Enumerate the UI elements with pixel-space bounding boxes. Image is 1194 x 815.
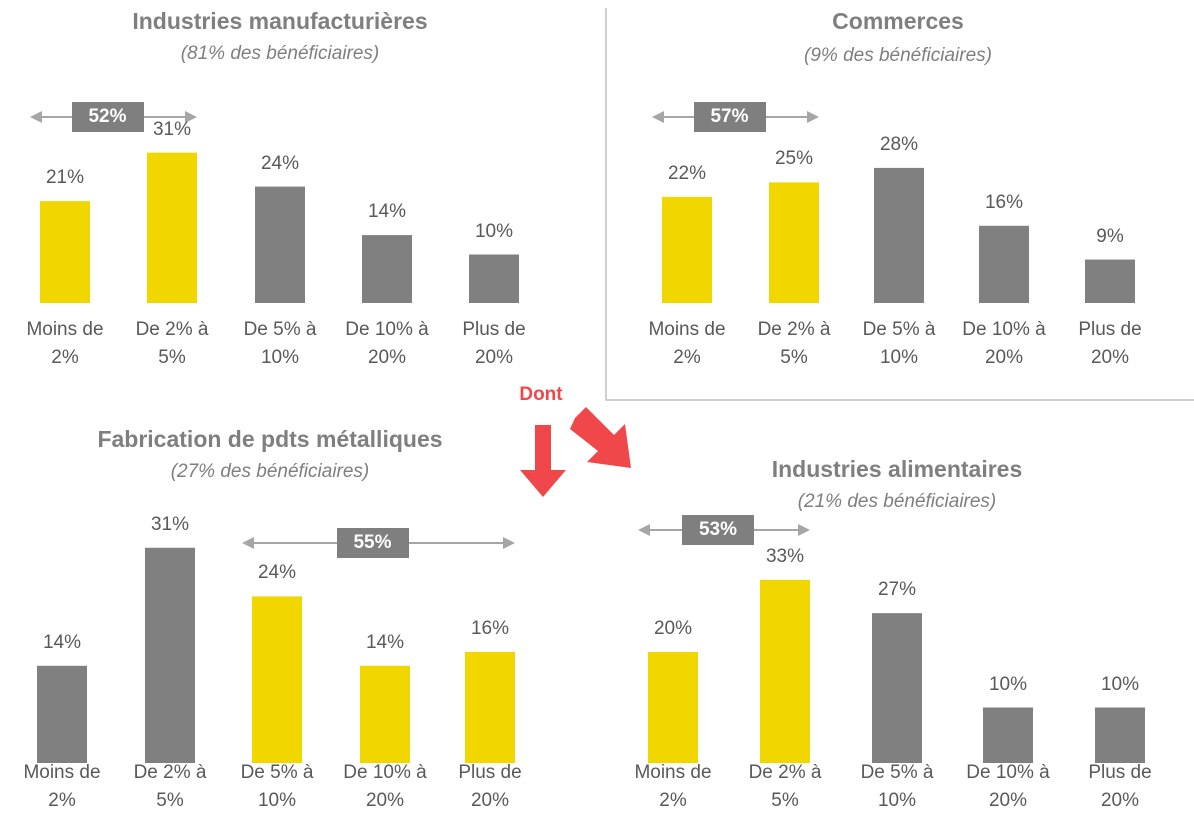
bar: [769, 182, 819, 303]
value-label: 10%: [988, 673, 1028, 695]
x-tick-label: De 10% à 20%: [345, 319, 429, 368]
arrow-head: [503, 537, 515, 549]
bar: [145, 547, 195, 763]
x-tick-label: Moins de 2%: [26, 319, 104, 368]
x-tick-label: Moins de 2%: [648, 319, 726, 368]
value-label: 9%: [1096, 225, 1124, 247]
bar: [760, 579, 810, 763]
x-tick-label: De 2% à 5%: [757, 319, 831, 368]
chart-subtitle: (27% des bénéficiaires): [170, 461, 370, 482]
x-tick-label: De 5% à 10%: [862, 319, 936, 368]
x-tick-label: De 5% à 10%: [243, 319, 317, 368]
value-label: 21%: [45, 167, 85, 189]
value-label: 27%: [877, 579, 917, 601]
x-tick-label: Moins de 2%: [634, 762, 712, 811]
x-tick-label: Plus de 20%: [1078, 319, 1142, 368]
arrow-head: [807, 111, 819, 123]
bar: [1095, 707, 1145, 763]
x-tick-label: De 10% à 20%: [343, 762, 427, 811]
x-tick-label: De 2% à 5%: [133, 762, 207, 811]
bracket-label: 53%: [682, 515, 754, 545]
bracket-label: 52%: [71, 102, 144, 132]
value-label: 33%: [765, 545, 805, 567]
x-tick-label: Moins de 2%: [23, 762, 101, 811]
value-label: 16%: [984, 191, 1024, 213]
diagonal-arrow: [570, 407, 631, 468]
value-label: 24%: [260, 152, 300, 174]
arrow-head: [185, 111, 197, 123]
bar: [465, 651, 515, 763]
value-label: 10%: [1100, 673, 1140, 695]
chart-title: Fabrication de pdts métalliques: [97, 426, 443, 452]
x-tick-label: De 10% à 20%: [966, 762, 1050, 811]
chart-title: Commerces: [832, 8, 964, 34]
bar: [874, 167, 924, 303]
bar: [360, 665, 410, 763]
chart-subtitle: (21% des bénéficiaires): [797, 491, 997, 512]
value-label: 28%: [879, 133, 919, 155]
value-label: 31%: [150, 513, 190, 535]
chart-title: Industries manufacturières: [132, 8, 428, 34]
bar: [872, 613, 922, 763]
panel-border: [605, 8, 1194, 401]
x-tick-label: Plus de 20%: [462, 319, 526, 368]
x-tick-label: De 5% à 10%: [240, 762, 314, 811]
value-label: 22%: [667, 162, 707, 184]
chart-subtitle: (9% des bénéficiaires): [804, 45, 992, 66]
bar: [469, 254, 519, 303]
value-label: 10%: [474, 220, 514, 242]
value-label: 20%: [653, 618, 693, 639]
value-label: 24%: [257, 562, 297, 584]
value-label: 25%: [774, 148, 814, 170]
down-arrow: [520, 425, 566, 497]
bracket-label: 57%: [693, 102, 766, 132]
x-tick-label: De 5% à 10%: [860, 762, 934, 811]
bracket-label: 55%: [336, 528, 409, 558]
arrow-head: [30, 111, 42, 123]
bar: [979, 225, 1029, 303]
annotation: Dont: [519, 384, 563, 405]
bar: [252, 596, 302, 763]
chart-subtitle: (81% des bénéficiaires): [180, 43, 380, 64]
arrow-head: [798, 524, 810, 536]
bar: [983, 707, 1033, 763]
arrow-head: [652, 111, 664, 123]
bar: [40, 201, 90, 303]
value-label: 14%: [365, 631, 405, 653]
value-label: 14%: [367, 201, 407, 223]
bar: [362, 235, 412, 303]
arrow-head: [242, 537, 254, 549]
bar: [662, 196, 712, 303]
bar: [648, 652, 698, 763]
x-tick-label: De 2% à 5%: [748, 762, 822, 811]
value-label: 14%: [42, 631, 82, 653]
chart-title: Industries alimentaires: [771, 456, 1023, 482]
bar: [1085, 259, 1135, 303]
bar: [255, 186, 305, 303]
x-tick-label: De 10% à 20%: [962, 319, 1046, 368]
x-tick-label: De 2% à 5%: [135, 319, 209, 368]
value-label: 31%: [152, 118, 192, 140]
bar: [147, 152, 197, 303]
arrow-head: [638, 524, 650, 536]
value-label: 16%: [470, 617, 510, 639]
x-tick-label: Plus de 20%: [458, 762, 522, 811]
x-tick-label: Plus de 20%: [1088, 762, 1152, 811]
bar: [37, 665, 87, 763]
